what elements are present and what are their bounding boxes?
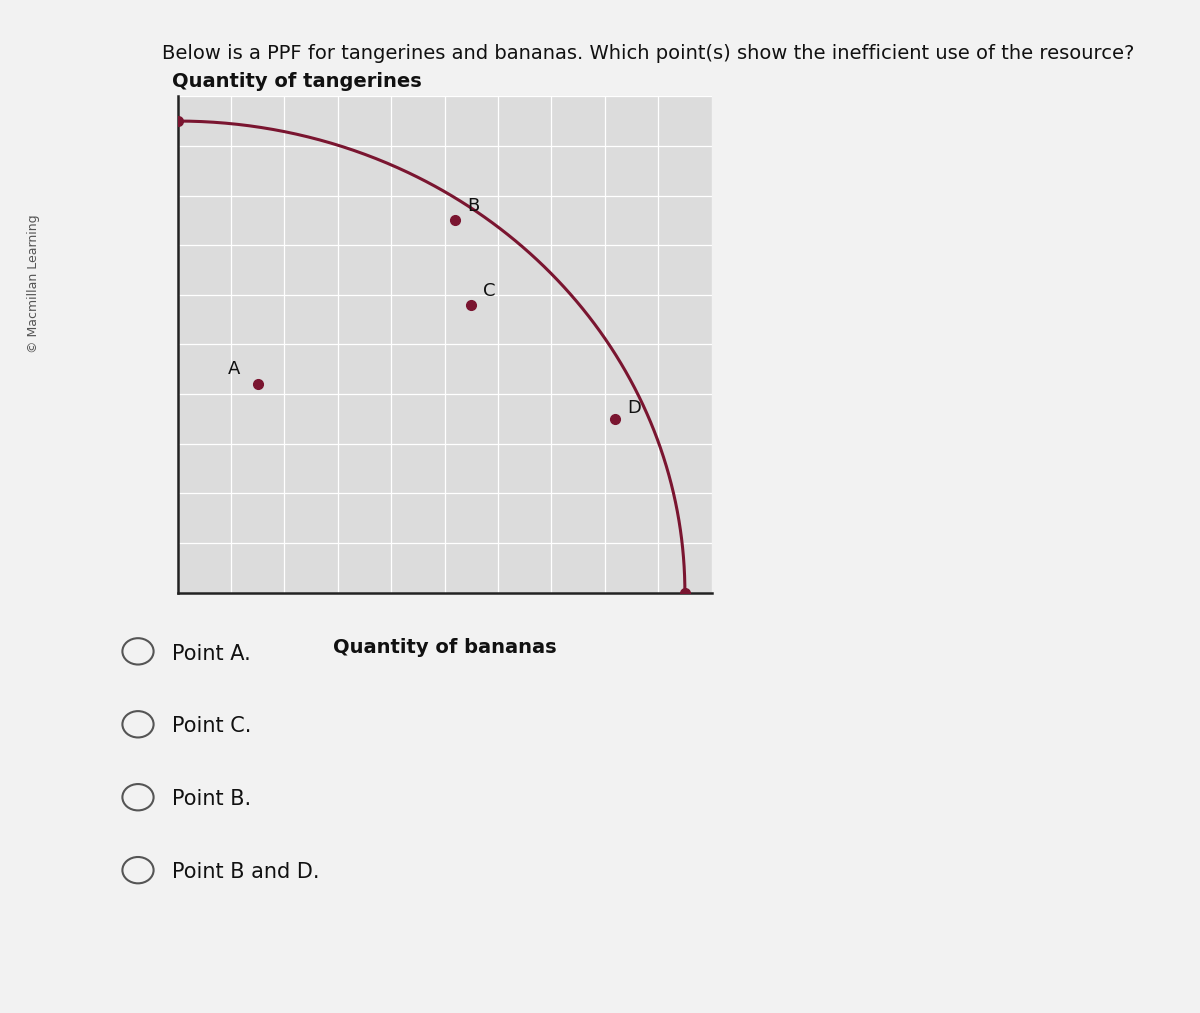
Text: © Macmillan Learning: © Macmillan Learning (28, 215, 40, 353)
Text: Point A.: Point A. (172, 643, 251, 664)
Text: D: D (628, 399, 641, 417)
Text: Point C.: Point C. (172, 716, 251, 736)
Text: Point B.: Point B. (172, 789, 251, 809)
Text: Point B and D.: Point B and D. (172, 862, 319, 882)
Text: Quantity of bananas: Quantity of bananas (332, 638, 557, 657)
Text: B: B (467, 198, 479, 216)
Text: Below is a PPF for tangerines and bananas. Which point(s) show the inefficient u: Below is a PPF for tangerines and banana… (162, 44, 1134, 63)
Text: A: A (228, 361, 241, 378)
Text: Quantity of tangerines: Quantity of tangerines (172, 72, 421, 91)
Text: C: C (484, 282, 496, 300)
